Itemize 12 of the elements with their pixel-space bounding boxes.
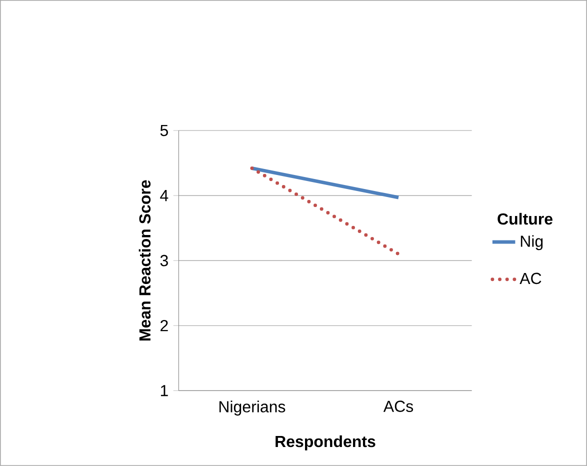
legend-title: Culture bbox=[498, 212, 552, 225]
legend-label: AC bbox=[520, 272, 542, 284]
y-tick-label: 1 bbox=[160, 385, 168, 396]
x-axis-title: Respondents bbox=[276, 435, 376, 450]
y-tick-label: 2 bbox=[160, 320, 168, 332]
x-tick-label: ACs bbox=[383, 400, 414, 412]
y-tick-label: 5 bbox=[160, 124, 168, 136]
legend-label: Nig bbox=[520, 235, 543, 250]
x-tick-label: Nigerians bbox=[219, 400, 286, 416]
y-axis-title: Mean Reaction Score bbox=[138, 180, 151, 340]
y-tick-label: 4 bbox=[160, 190, 168, 202]
y-tick-label: 3 bbox=[160, 254, 168, 266]
